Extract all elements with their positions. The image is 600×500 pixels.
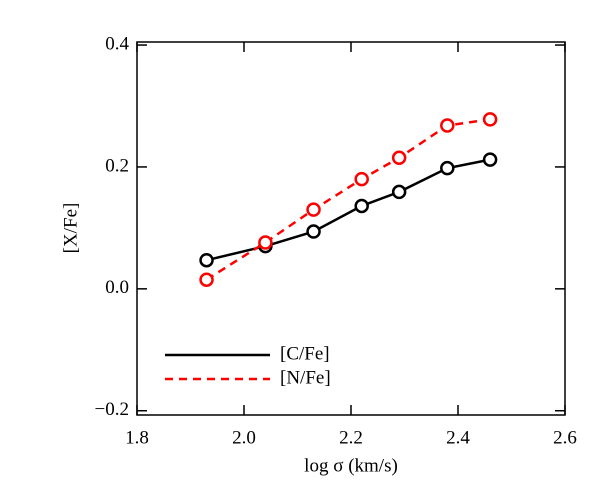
series-line <box>205 118 491 281</box>
data-point <box>482 152 498 167</box>
x-tick-label: 2.4 <box>446 427 470 448</box>
data-point <box>482 112 498 127</box>
data-point <box>391 184 407 200</box>
data-point <box>440 118 455 133</box>
y-tick-label: −0.2 <box>95 399 129 420</box>
y-tick-label: 0.0 <box>105 277 129 298</box>
data-point <box>199 272 214 287</box>
x-tick-label: 2.0 <box>232 427 256 448</box>
x-tick-label: 2.2 <box>339 427 363 448</box>
data-point <box>354 198 369 214</box>
plot-frame <box>136 41 566 416</box>
x-axis-label: log σ (km/s) <box>304 455 398 476</box>
data-point <box>306 202 321 217</box>
y-tick-label: 0.4 <box>105 33 129 54</box>
y-axis-label: [X/Fe] <box>60 203 81 254</box>
x-tick-label: 1.8 <box>125 427 149 448</box>
data-point <box>306 224 321 239</box>
legend-label: [N/Fe] <box>280 367 331 388</box>
data-point <box>354 171 369 187</box>
legend-label: [C/Fe] <box>280 343 330 364</box>
x-tick-label: 2.6 <box>553 427 577 448</box>
data-point <box>391 150 407 166</box>
y-tick-label: 0.2 <box>105 155 129 176</box>
data-point <box>199 252 214 268</box>
data-point <box>258 235 273 250</box>
data-point <box>440 160 455 176</box>
